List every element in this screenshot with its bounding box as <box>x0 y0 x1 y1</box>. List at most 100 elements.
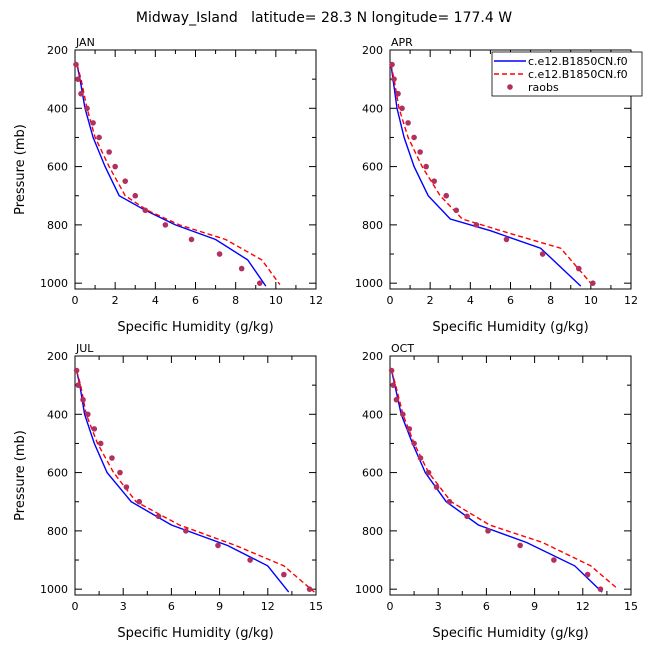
y-tick-label: 400 <box>362 102 383 115</box>
raobs-point <box>453 207 460 214</box>
panel-jan: JAN 0 2 4 6 8 10 12 200 400 600 800 1000 Specific Hum… <box>13 36 323 335</box>
x-tick-label: 15 <box>309 600 323 613</box>
raobs-point <box>503 236 510 243</box>
raobs-point <box>590 280 596 286</box>
raobs-point <box>247 557 253 563</box>
raobs-point <box>464 513 470 520</box>
raobs-point <box>162 222 169 228</box>
raobs-point <box>73 367 80 374</box>
raobs-point <box>281 571 287 578</box>
raobs-point <box>406 426 413 432</box>
raobs-point <box>425 469 432 476</box>
plot-frame <box>389 355 632 596</box>
raobs-point <box>485 528 491 534</box>
raobs-point <box>85 411 91 418</box>
x-axis-label: Specific Humidity (g/kg) <box>117 626 273 641</box>
model-line-solid <box>390 370 603 593</box>
x-axis-label: Specific Humidity (g/kg) <box>117 320 273 335</box>
raobs-point <box>417 455 424 461</box>
y-tick-label: 600 <box>47 161 68 174</box>
raobs-point <box>597 586 604 592</box>
raobs-point <box>78 90 84 97</box>
y-tick-label: 800 <box>47 219 68 232</box>
x-tick-label: 12 <box>309 294 323 307</box>
y-tick-label: 600 <box>47 467 68 480</box>
x-tick-label: 2 <box>427 294 434 307</box>
x-tick-label: 6 <box>168 600 175 613</box>
raobs-point <box>389 61 395 68</box>
x-tick-label: 0 <box>72 294 79 307</box>
raobs-point <box>411 440 417 447</box>
raobs-point <box>517 542 523 549</box>
raobs-point <box>473 222 480 228</box>
raobs-point <box>155 513 162 520</box>
raobs-point <box>399 105 405 112</box>
panel-title: JAN <box>75 36 95 49</box>
raobs-point <box>405 120 411 126</box>
x-tick-label: 2 <box>112 294 119 307</box>
raobs-point <box>142 207 149 214</box>
raobs-point <box>433 484 440 490</box>
x-tick-label: 0 <box>72 600 79 613</box>
x-tick-label: 0 <box>387 600 394 613</box>
panel-jul: JUL 0 3 6 9 12 15 200 400 600 800 1000 Specific Humi… <box>13 342 323 641</box>
raobs-point <box>390 382 397 388</box>
panel-title: OCT <box>391 342 414 355</box>
raobs-point <box>215 542 221 549</box>
raobs-point <box>423 163 429 170</box>
model-line-dashed <box>76 64 281 286</box>
raobs-point <box>117 469 123 476</box>
raobs-point <box>123 484 130 490</box>
raobs-point <box>539 251 546 257</box>
raobs-point <box>395 90 401 97</box>
y-tick-label: 400 <box>47 408 68 421</box>
raobs-point <box>188 236 195 243</box>
raobs-point <box>238 265 245 272</box>
y-tick-label: 800 <box>362 525 383 538</box>
x-tick-label: 3 <box>435 600 442 613</box>
y-tick-label: 200 <box>47 44 68 57</box>
panel-oct: OCT 0 3 6 9 12 15 200 400 600 800 1000 Specific Humi… <box>355 342 638 641</box>
raobs-point <box>80 396 86 403</box>
legend-label: c.e12.B1850CN.f0 <box>528 68 628 81</box>
legend-label: raobs <box>528 81 559 94</box>
raobs-point <box>75 76 81 82</box>
raobs-point <box>132 192 139 199</box>
x-tick-label: 0 <box>387 294 394 307</box>
x-tick-label: 12 <box>576 600 590 613</box>
figure-title: Midway_Island latitude= 28.3 N longitude… <box>136 10 512 26</box>
raobs-point <box>122 178 129 184</box>
x-tick-label: 4 <box>467 294 474 307</box>
y-tick-label: 800 <box>47 525 68 538</box>
y-tick-label: 400 <box>362 408 383 421</box>
y-tick-label: 1000 <box>355 583 383 596</box>
x-tick-label: 3 <box>120 600 127 613</box>
model-line-solid <box>75 370 290 593</box>
x-tick-label: 12 <box>261 600 275 613</box>
x-axis-label: Specific Humidity (g/kg) <box>432 626 588 641</box>
x-tick-label: 6 <box>192 294 199 307</box>
panel-apr: APR 0 2 4 6 8 10 12 200 400 600 800 1000 Specific Hum… <box>355 36 638 335</box>
x-axis-label: Specific Humidity (g/kg) <box>432 320 588 335</box>
panel-title: APR <box>391 36 413 49</box>
x-tick-label: 4 <box>152 294 159 307</box>
raobs-point <box>84 105 90 112</box>
model-line-dashed <box>390 370 619 590</box>
x-tick-label: 9 <box>531 600 538 613</box>
raobs-point <box>136 498 143 505</box>
y-tick-label: 200 <box>47 350 68 363</box>
plot-frame <box>74 355 317 596</box>
raobs-point <box>443 192 450 199</box>
raobs-point <box>256 280 263 286</box>
model-line-dashed <box>75 370 315 593</box>
panel-title: JUL <box>75 342 94 355</box>
x-tick-label: 6 <box>507 294 514 307</box>
plot-frame <box>74 49 317 290</box>
model-line-solid <box>76 64 267 287</box>
x-tick-label: 12 <box>624 294 638 307</box>
y-tick-label: 600 <box>362 467 383 480</box>
raobs-point <box>306 586 313 592</box>
raobs-point <box>417 149 423 155</box>
